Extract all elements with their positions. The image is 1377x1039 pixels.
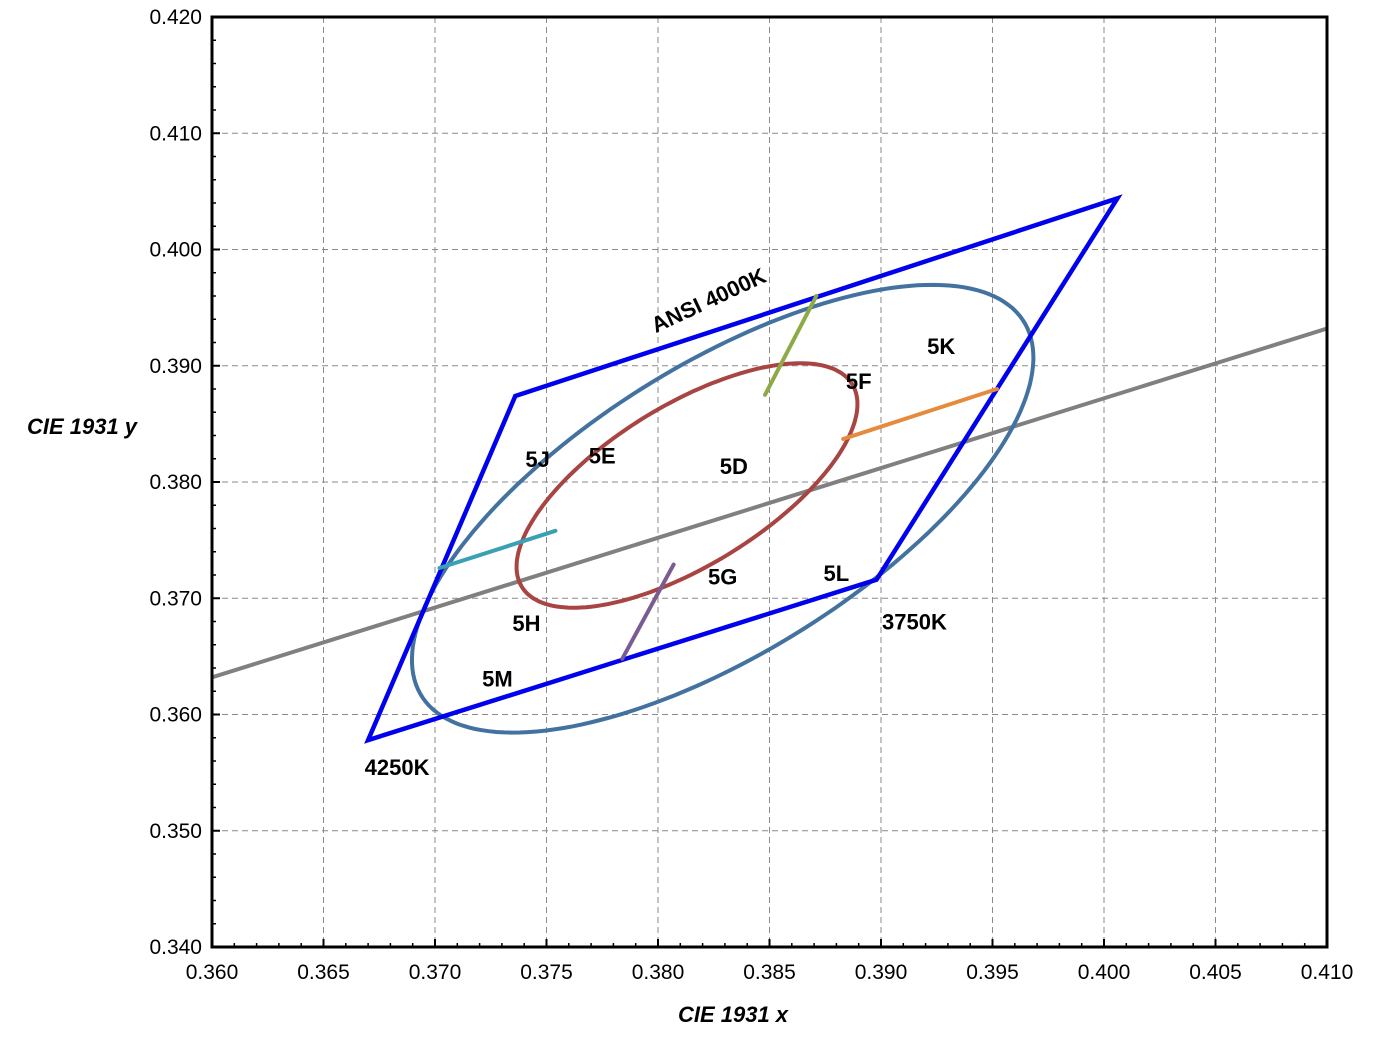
ansi-4000k-quadrangle [364, 194, 1123, 744]
planckian-locus-line [212, 326, 1327, 680]
region-label-5g: 5G [708, 564, 737, 589]
axis-ticks: 0.360 0.365 0.370 0.375 0.380 0.385 0.390 0.395… [149, 6, 1353, 984]
divider-top [763, 294, 819, 397]
divider-right [841, 387, 999, 441]
region-label-5k: 5K [927, 334, 955, 359]
divider-bottom [620, 562, 676, 661]
x-tick-label: 0.400 [1078, 961, 1131, 984]
x-tick-label: 0.390 [855, 961, 908, 984]
x-tick-label: 0.365 [297, 961, 350, 984]
region-label-5j: 5J [525, 447, 549, 472]
x-tick-label: 0.410 [1301, 961, 1354, 984]
y-tick-label: 0.360 [149, 704, 202, 727]
y-tick-label: 0.400 [149, 239, 202, 262]
x-tick-label: 0.385 [743, 961, 796, 984]
x-tick-label: 0.360 [186, 961, 239, 984]
y-tick-label: 0.350 [149, 820, 202, 843]
region-label-5f: 5F [846, 369, 872, 394]
inner-ellipse [514, 361, 860, 610]
axis-titles: CIE 1931 x CIE 1931 y [27, 414, 789, 1027]
x-tick-label: 0.375 [520, 961, 573, 984]
region-label-ansi-4000k: ANSI 4000K [647, 263, 770, 338]
divider-left [437, 528, 558, 571]
y-axis-title: CIE 1931 y [27, 414, 139, 439]
region-label-3750k: 3750K [882, 610, 947, 635]
outer-ellipse [410, 282, 1036, 735]
y-tick-label: 0.380 [149, 471, 202, 494]
x-axis-title: CIE 1931 x [678, 1002, 789, 1027]
region-label-5e: 5E [589, 443, 616, 468]
x-tick-label: 0.395 [966, 961, 1019, 984]
region-label-5m: 5M [482, 667, 513, 692]
region-label-5h: 5H [512, 611, 540, 636]
region-label-4250k: 4250K [365, 755, 430, 780]
y-tick-label: 0.340 [149, 936, 202, 959]
y-tick-label: 0.370 [149, 587, 202, 610]
x-tick-label: 0.380 [632, 961, 685, 984]
y-tick-label: 0.420 [149, 6, 202, 29]
region-label-5l: 5L [824, 561, 850, 586]
plot-area [212, 194, 1327, 744]
grid [212, 17, 1327, 947]
x-tick-label: 0.370 [409, 961, 462, 984]
x-tick-label: 0.405 [1189, 961, 1242, 984]
region-label-5d: 5D [720, 454, 748, 479]
y-tick-label: 0.410 [149, 122, 202, 145]
annotations: ANSI 4000K 5K 5F 5J 5E 5D 5G 5L 3750K 5H 5M 4250K [365, 263, 956, 780]
y-tick-label: 0.390 [149, 355, 202, 378]
